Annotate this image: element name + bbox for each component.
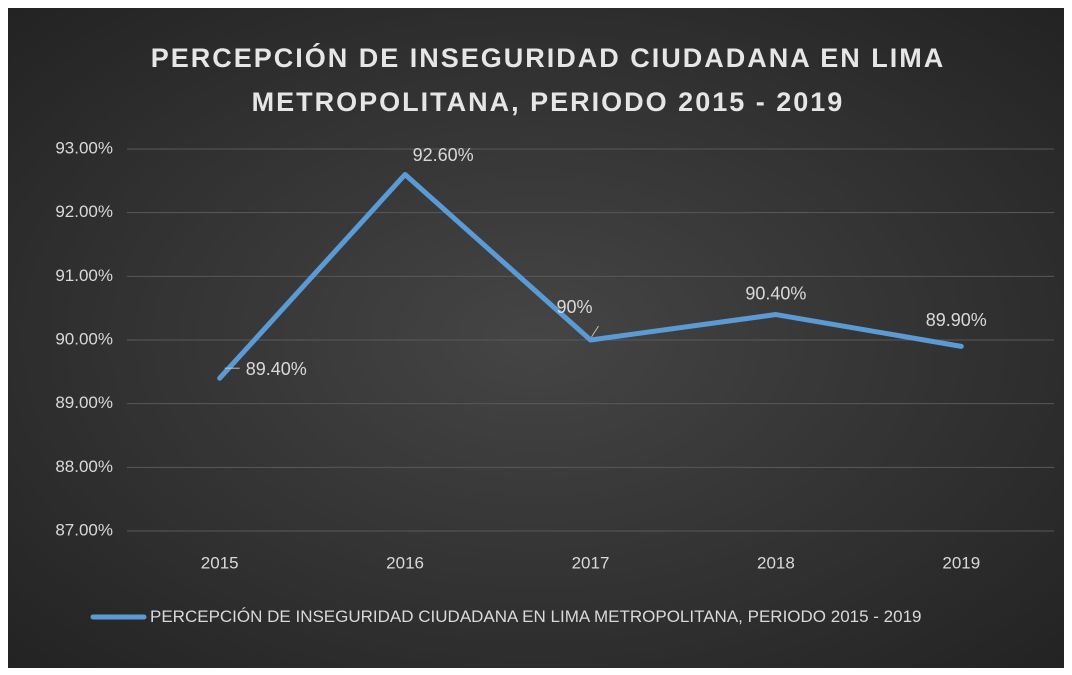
x-tick-label: 2019: [942, 553, 980, 572]
y-tick-label: 90.00%: [55, 329, 113, 348]
x-tick-label: 2015: [201, 553, 239, 572]
data-label: 89.40%: [246, 359, 307, 379]
data-label: 92.60%: [413, 145, 474, 165]
legend-label: PERCEPCIÓN DE INSEGURIDAD CIUDADANA EN L…: [150, 607, 922, 626]
y-tick-label: 93.00%: [55, 138, 113, 157]
y-tick-label: 88.00%: [55, 457, 113, 476]
y-tick-label: 87.00%: [55, 520, 113, 539]
y-tick-label: 92.00%: [55, 202, 113, 221]
y-tick-label: 89.00%: [55, 393, 113, 412]
x-tick-label: 2016: [386, 553, 424, 572]
data-label: 90%: [556, 297, 592, 317]
chart-title: PERCEPCIÓN DE INSEGURIDAD CIUDADANA EN L…: [150, 43, 946, 117]
y-tick-label: 91.00%: [55, 266, 113, 285]
x-tick-label: 2017: [572, 553, 610, 572]
data-label: 89.90%: [926, 310, 987, 330]
chart-background: [8, 8, 1064, 668]
data-label: 90.40%: [745, 283, 806, 303]
x-tick-label: 2018: [757, 553, 795, 572]
data-line: [217, 171, 964, 381]
leader-line: [591, 325, 599, 338]
